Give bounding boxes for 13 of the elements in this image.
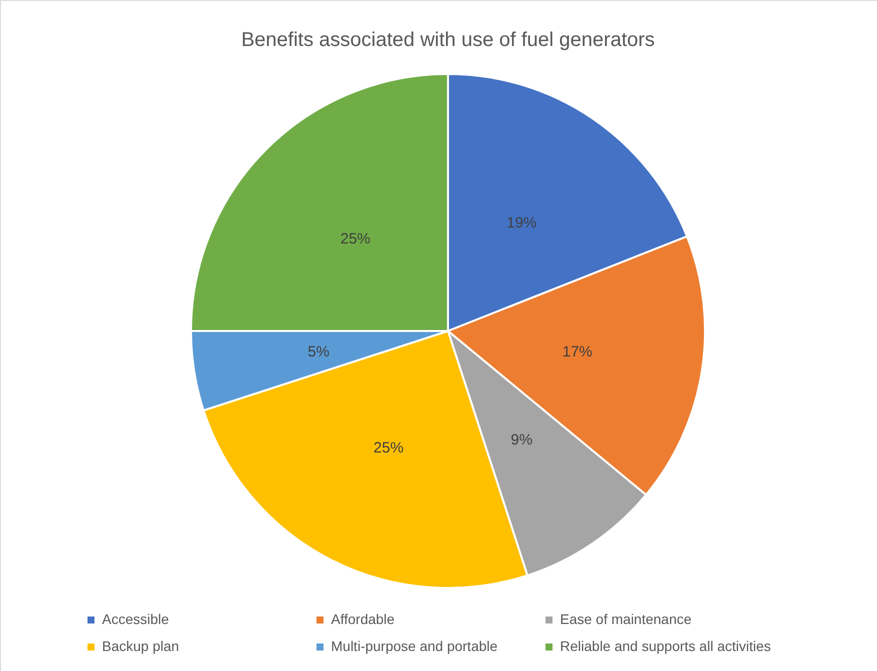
- data-label: 17%: [562, 343, 592, 360]
- legend-label: Ease of maintenance: [560, 611, 692, 627]
- legend-label: Backup plan: [102, 638, 180, 654]
- data-label: 9%: [510, 431, 532, 448]
- legend-label: Multi-purpose and portable: [331, 638, 498, 654]
- data-label: 19%: [506, 214, 537, 232]
- legend-label: Affordable: [331, 611, 395, 627]
- legend-label: Accessible: [102, 611, 170, 627]
- legend-label: Reliable and supports all activities: [560, 638, 771, 654]
- data-label: 5%: [308, 343, 330, 360]
- data-label: 25%: [340, 230, 370, 248]
- chart-title: Benefits associated with use of fuel generators: [241, 29, 655, 51]
- data-label: 25%: [374, 440, 404, 457]
